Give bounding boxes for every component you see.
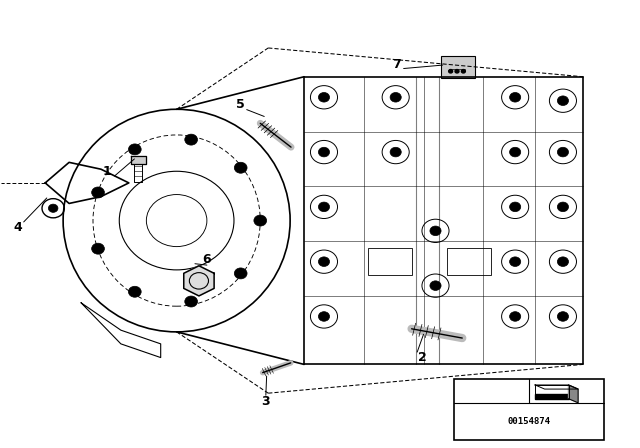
Bar — [454, 379, 604, 440]
FancyBboxPatch shape — [441, 56, 474, 78]
Circle shape — [557, 257, 568, 267]
Text: 4: 4 — [13, 221, 22, 234]
Bar — [447, 248, 492, 276]
Circle shape — [509, 257, 521, 267]
Circle shape — [92, 243, 104, 254]
Circle shape — [557, 202, 568, 211]
Circle shape — [390, 147, 401, 157]
Circle shape — [129, 286, 141, 297]
Text: 2: 2 — [417, 351, 426, 364]
Text: 6: 6 — [203, 253, 211, 266]
Circle shape — [319, 312, 330, 321]
Polygon shape — [535, 385, 568, 399]
Circle shape — [509, 202, 521, 211]
Circle shape — [557, 96, 568, 105]
Circle shape — [92, 187, 104, 198]
Circle shape — [319, 92, 330, 102]
Circle shape — [509, 312, 521, 321]
Circle shape — [254, 215, 267, 226]
Polygon shape — [131, 156, 145, 164]
Circle shape — [185, 134, 198, 145]
Text: 3: 3 — [262, 395, 270, 408]
Text: 5: 5 — [236, 98, 244, 111]
Circle shape — [319, 147, 330, 157]
Text: 1: 1 — [103, 165, 112, 178]
Circle shape — [509, 147, 521, 157]
Circle shape — [557, 147, 568, 157]
Text: 00154874: 00154874 — [507, 417, 550, 426]
Circle shape — [430, 281, 441, 290]
Circle shape — [390, 92, 401, 102]
Circle shape — [557, 312, 568, 321]
Circle shape — [185, 296, 198, 307]
Polygon shape — [568, 385, 578, 403]
Bar — [368, 248, 412, 276]
Circle shape — [461, 69, 465, 73]
Circle shape — [455, 69, 459, 73]
Circle shape — [49, 204, 58, 212]
Polygon shape — [535, 385, 578, 389]
Circle shape — [449, 69, 452, 73]
Circle shape — [234, 268, 247, 279]
Circle shape — [129, 144, 141, 155]
Polygon shape — [535, 394, 568, 399]
Circle shape — [234, 162, 247, 173]
Text: 7: 7 — [392, 58, 401, 71]
Circle shape — [319, 257, 330, 267]
Circle shape — [319, 202, 330, 211]
Circle shape — [509, 92, 521, 102]
Polygon shape — [184, 266, 214, 296]
Circle shape — [430, 226, 441, 236]
